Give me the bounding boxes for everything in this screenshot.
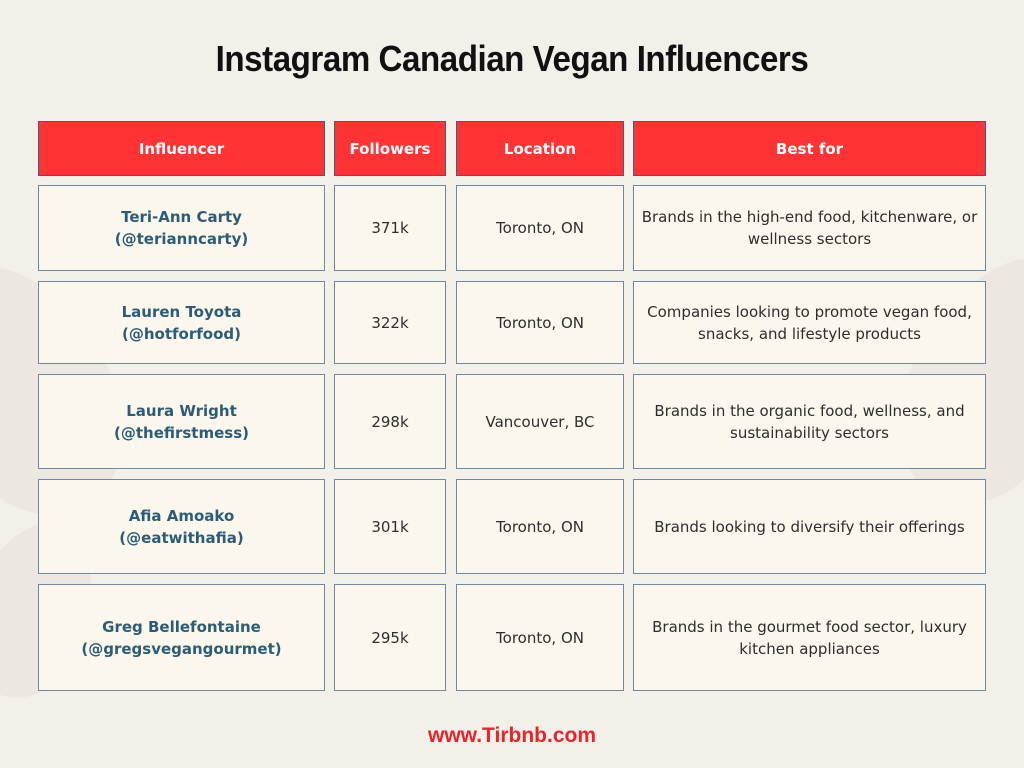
header-best-for: Best for	[633, 121, 986, 176]
location-cell: Toronto, ON	[456, 281, 624, 364]
influencer-handle: (@thefirstmess)	[113, 423, 249, 442]
influencer-handle: (@hotforfood)	[122, 324, 241, 343]
influencer-name: Afia Amoako	[128, 506, 235, 525]
location-cell: Toronto, ON	[456, 584, 624, 691]
best-for-cell: Brands looking to diversify their offeri…	[633, 479, 986, 574]
influencer-cell: Afia Amoako (@eatwithafia)	[38, 479, 325, 574]
influencer-name: Greg Bellefontaine	[102, 617, 261, 636]
influencer-handle: (@gregsvegangourmet)	[81, 639, 282, 658]
location-cell: Toronto, ON	[456, 479, 624, 574]
header-influencer: Influencer	[38, 121, 325, 176]
influencer-name: Lauren Toyota	[121, 302, 242, 321]
influencer-name: Teri-Ann Carty	[121, 208, 242, 226]
best-for-cell: Brands in the gourmet food sector, luxur…	[633, 584, 986, 691]
followers-cell: 371k	[334, 185, 446, 271]
influencer-handle: (@terianncarty)	[114, 230, 249, 248]
best-for-cell: Brands in the high-end food, kitchenware…	[633, 185, 986, 271]
best-for-cell: Brands in the organic food, wellness, an…	[633, 374, 986, 469]
followers-cell: 295k	[334, 584, 446, 691]
location-cell: Toronto, ON	[456, 185, 624, 271]
influencer-cell: Laura Wright (@thefirstmess)	[38, 374, 325, 469]
influencer-cell: Teri-Ann Carty (@terianncarty)	[38, 185, 325, 271]
best-for-cell: Companies looking to promote vegan food,…	[633, 281, 986, 364]
footer-website-link[interactable]: www.Tirbnb.com	[427, 724, 596, 747]
followers-cell: 298k	[334, 374, 446, 469]
followers-cell: 301k	[334, 479, 446, 574]
header-followers: Followers	[334, 121, 446, 176]
header-location: Location	[456, 121, 624, 176]
influencer-cell: Lauren Toyota (@hotforfood)	[38, 281, 325, 364]
page-title: Instagram Canadian Vegan Influencers	[215, 38, 809, 79]
influencer-cell: Greg Bellefontaine (@gregsvegangourmet)	[38, 584, 325, 691]
influencer-name: Laura Wright	[126, 401, 237, 420]
followers-cell: 322k	[334, 281, 446, 364]
location-cell: Vancouver, BC	[456, 374, 624, 469]
influencer-handle: (@eatwithafia)	[119, 528, 244, 547]
